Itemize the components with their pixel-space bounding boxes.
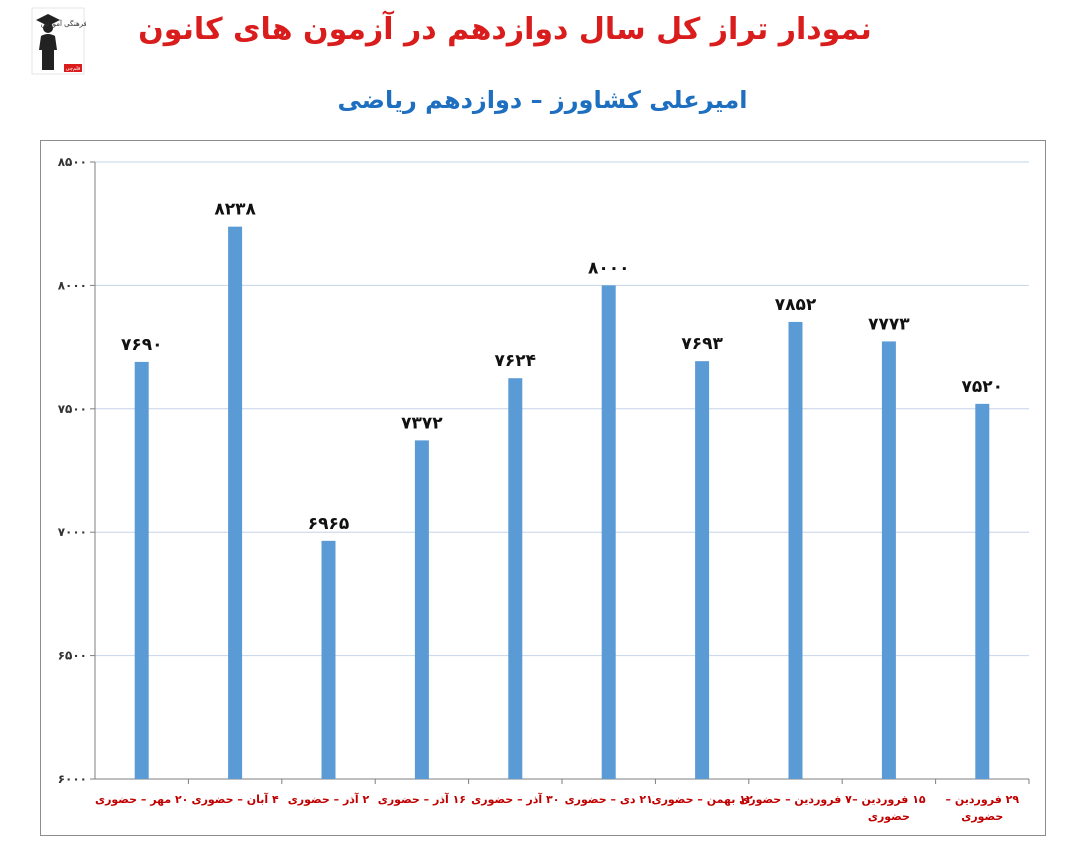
y-tick-label: ۸۵۰۰ <box>58 155 87 169</box>
category-label: ۷ فروردین – حضوری <box>739 793 852 806</box>
data-label: ۷۵۲۰ <box>962 377 1004 397</box>
y-tick-label: ۷۰۰۰ <box>58 525 87 539</box>
bar <box>508 378 523 779</box>
bar <box>134 361 149 779</box>
data-label: ۷۶۲۴ <box>495 351 537 371</box>
bar <box>788 321 803 779</box>
bar <box>228 226 243 779</box>
bar <box>414 440 429 779</box>
category-label: ۱۲ بهمن – حضوری <box>652 793 753 806</box>
kanoon-logo: کانون فرهنگی آموزش قلم‌چی <box>30 6 106 76</box>
category-label: ۲ آذر – حضوری <box>288 792 370 806</box>
y-tick-label: ۶۵۰۰ <box>58 649 87 663</box>
bar <box>881 341 896 779</box>
category-label: حضوری <box>868 810 910 823</box>
bar-chart: ۶۰۰۰ ۶۵۰۰ ۷۰۰۰ ۷۵۰۰ ۸۰۰۰ ۸۵۰۰ ۷۶۹۰ ۲۰ مهر – حضو… <box>58 155 1030 823</box>
y-tick-label: ۸۰۰۰ <box>58 278 87 292</box>
logo-text: کانون فرهنگی آموزش <box>41 19 86 28</box>
logo-graphic: کانون فرهنگی آموزش قلم‌چی <box>31 7 106 75</box>
bar <box>975 403 990 779</box>
category-label: ۴ آبان – حضوری <box>191 792 279 806</box>
data-label: ۷۳۷۲ <box>401 413 443 433</box>
category-label: ۲۹ فروردین – <box>946 793 1020 806</box>
bar <box>321 540 336 779</box>
chart-frame: ۶۰۰۰ ۶۵۰۰ ۷۰۰۰ ۷۵۰۰ ۸۰۰۰ ۸۵۰۰ ۷۶۹۰ ۲۰ مهر – حضو… <box>40 140 1046 836</box>
data-label: ۸۰۰۰ <box>588 258 630 278</box>
y-tick-label: ۶۰۰۰ <box>58 772 87 786</box>
category-label: ۱۶ آذر – حضوری <box>378 792 466 806</box>
y-tick-label: ۷۵۰۰ <box>58 402 87 416</box>
category-label: ۲۰ مهر – حضوری <box>95 793 188 806</box>
data-label: ۷۶۹۳ <box>681 334 723 354</box>
logo-badge: قلم‌چی <box>66 66 81 72</box>
data-label: ۸۲۳۸ <box>214 200 256 220</box>
category-label: حضوری <box>961 810 1003 823</box>
bar <box>601 285 616 779</box>
chart-title: نمودار تراز کل سال دوازدهم در آزمون های … <box>138 12 872 47</box>
category-label: ۳۰ آذر – حضوری <box>471 792 559 806</box>
data-label: ۷۸۵۲ <box>775 295 817 315</box>
category-label: ۱۵ فروردین – <box>852 793 926 806</box>
data-label: ۷۶۹۰ <box>121 335 163 355</box>
bar <box>695 361 710 779</box>
category-label: ۲۱ دی – حضوری <box>565 793 653 806</box>
chart-subtitle: امیرعلی کشاورز – دوازدهم ریاضی <box>337 86 748 114</box>
data-label: ۷۷۷۳ <box>868 314 910 334</box>
data-label: ۶۹۶۵ <box>308 514 350 534</box>
